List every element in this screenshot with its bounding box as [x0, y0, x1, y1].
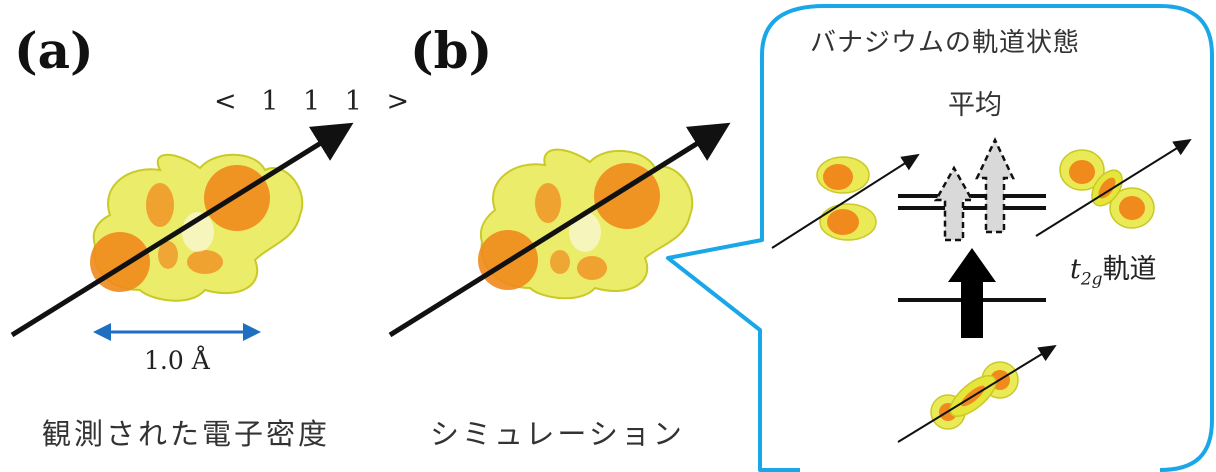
- density-hole: [569, 212, 601, 252]
- orbital-left: [816, 156, 877, 241]
- t2g-suffix: 軌道: [1102, 254, 1157, 285]
- energy-levels-double: [898, 194, 1046, 210]
- t2g-main: t: [1070, 254, 1081, 285]
- speech-bubble: [666, 4, 1214, 472]
- dashed-arrow-left: [933, 165, 975, 242]
- caption-b: シミュレーション: [430, 417, 685, 451]
- dashed-arrow-right: [975, 137, 1015, 234]
- axis-arrow-b: [388, 122, 731, 338]
- panel-b-label: (b): [410, 21, 493, 80]
- orbital-axis-bottom: [897, 344, 1057, 443]
- orange-lobe: [146, 183, 174, 227]
- t2g-subscript: 2g: [1080, 269, 1103, 290]
- orbital-axis-right: [1035, 138, 1192, 237]
- solid-arrow: [948, 248, 996, 338]
- axis-111-label: < 1 1 1 >: [214, 86, 418, 117]
- orbital-bottom: [930, 361, 1019, 430]
- panel-a-label: (a): [14, 21, 94, 80]
- panel-b-density: [478, 148, 694, 300]
- scale-bar-label: 1.0 Å: [144, 346, 210, 375]
- axis-111-arrow: [10, 122, 354, 338]
- orange-lobe: [577, 256, 607, 280]
- bubble-title: バナジウムの軌道状態: [810, 28, 1081, 58]
- average-label: 平均: [948, 90, 1002, 121]
- caption-a: 観測された電子密度: [42, 417, 331, 451]
- orbital-right: [1059, 149, 1155, 229]
- orange-lobe: [550, 250, 570, 274]
- orange-lobe: [535, 183, 561, 223]
- orange-lobe: [158, 241, 178, 269]
- orange-lobe: [187, 250, 223, 274]
- t2g-orbital-label: t2g軌道: [1070, 256, 1157, 288]
- orbital-axis-left: [771, 153, 920, 249]
